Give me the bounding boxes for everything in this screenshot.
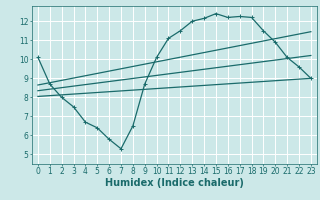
X-axis label: Humidex (Indice chaleur): Humidex (Indice chaleur) [105,178,244,188]
